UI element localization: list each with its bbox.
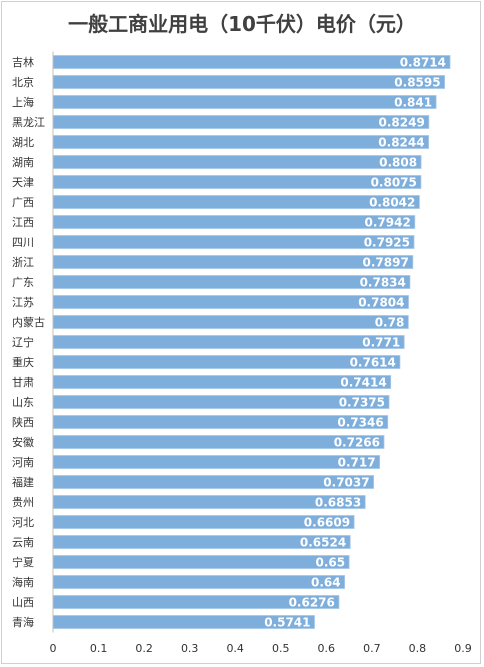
- bar: [52, 335, 405, 349]
- x-tick-label: 0.1: [90, 642, 108, 655]
- value-label: 0.717: [338, 456, 376, 470]
- value-label: 0.8075: [371, 176, 417, 190]
- category-labels: 吉林北京上海黑龙江湖北湖南天津广西江西四川浙江广东江苏内蒙古辽宁重庆甘肃山东陕西…: [12, 55, 45, 629]
- x-tick-label: 0: [50, 642, 57, 655]
- x-tick-label: 0.6: [318, 642, 336, 655]
- bar: [52, 135, 430, 149]
- value-label: 0.808: [379, 156, 417, 170]
- value-label: 0.8249: [378, 116, 424, 130]
- bar: [52, 175, 422, 189]
- category-label: 湖南: [12, 156, 34, 169]
- value-label: 0.7414: [340, 376, 386, 390]
- bar: [52, 315, 409, 329]
- value-label: 0.7804: [358, 296, 404, 310]
- bar: [52, 355, 401, 369]
- value-label: 0.78: [375, 316, 405, 330]
- category-label: 内蒙古: [12, 315, 45, 329]
- value-label: 0.7897: [362, 256, 408, 270]
- category-label: 甘肃: [12, 376, 34, 389]
- category-label: 北京: [12, 75, 34, 89]
- bar: [52, 275, 411, 289]
- x-tick-label: 0.7: [363, 642, 381, 655]
- category-label: 重庆: [12, 355, 34, 369]
- bar: [52, 455, 381, 469]
- category-label: 贵州: [12, 496, 34, 509]
- value-label: 0.8595: [394, 76, 440, 90]
- value-label: 0.7925: [364, 236, 410, 250]
- value-label: 0.65: [315, 556, 345, 570]
- chart-title: 一般工商业用电（10千伏）电价（元）: [68, 12, 416, 36]
- category-label: 河南: [12, 456, 34, 469]
- category-label: 湖北: [12, 136, 34, 149]
- bar: [52, 155, 422, 169]
- value-label: 0.7266: [334, 436, 380, 450]
- value-label: 0.5741: [264, 616, 310, 630]
- category-label: 上海: [12, 95, 34, 109]
- category-label: 广西: [12, 196, 34, 209]
- category-label: 浙江: [12, 256, 34, 269]
- category-label: 广东: [12, 276, 34, 289]
- x-tick-label: 0.8: [409, 642, 427, 655]
- category-label: 天津: [12, 176, 34, 189]
- x-tick-label: 0.5: [272, 642, 290, 655]
- x-axis: 0 0.1 0.2 0.3 0.4 0.5 0.6 0.7 0.8 0.9: [50, 51, 472, 655]
- value-label: 0.7834: [360, 276, 406, 290]
- x-tick-label: 0.9: [454, 642, 472, 655]
- category-label: 山西: [12, 596, 34, 609]
- category-label: 山东: [12, 396, 34, 409]
- bar: [52, 295, 409, 309]
- value-label: 0.7346: [337, 416, 383, 430]
- x-tick-label: 0.4: [226, 642, 244, 655]
- category-label: 青海: [12, 615, 34, 629]
- value-label: 0.841: [394, 96, 432, 110]
- value-label: 0.771: [362, 336, 400, 350]
- category-label: 江苏: [12, 296, 34, 309]
- category-label: 福建: [12, 475, 34, 489]
- x-tick-label: 0.3: [181, 642, 199, 655]
- bar: [52, 55, 451, 69]
- value-label: 0.64: [311, 576, 341, 590]
- value-label: 0.7375: [339, 396, 385, 410]
- bar: [52, 575, 346, 589]
- bar: [52, 75, 446, 89]
- value-label: 0.8244: [378, 136, 424, 150]
- value-label: 0.6524: [300, 536, 346, 550]
- bar: [52, 115, 430, 129]
- category-label: 四川: [12, 236, 34, 249]
- bar: [52, 255, 414, 269]
- bars: [52, 55, 451, 629]
- category-label: 安徽: [12, 435, 34, 449]
- value-label: 0.6853: [315, 496, 361, 510]
- value-labels: 0.8714 0.8595 0.841 0.8249 0.8244 0.808 0.8075…: [264, 56, 446, 630]
- category-label: 江西: [12, 216, 34, 229]
- value-label: 0.7037: [323, 476, 369, 490]
- value-label: 0.8042: [369, 196, 415, 210]
- x-tick-label: 0.2: [135, 642, 153, 655]
- bar: [52, 95, 437, 109]
- value-label: 0.6276: [289, 596, 335, 610]
- category-label: 辽宁: [12, 335, 34, 349]
- category-label: 陕西: [12, 415, 34, 429]
- category-label: 吉林: [12, 55, 34, 69]
- value-label: 0.8714: [400, 56, 446, 70]
- value-label: 0.7942: [364, 216, 410, 230]
- category-label: 海南: [12, 575, 34, 589]
- bar: [52, 215, 416, 229]
- bar: [52, 195, 420, 209]
- value-label: 0.7614: [350, 356, 396, 370]
- category-label: 河北: [12, 516, 34, 529]
- category-label: 黑龙江: [12, 116, 45, 129]
- value-label: 0.6609: [304, 516, 350, 530]
- category-label: 宁夏: [12, 555, 34, 569]
- bar: [52, 235, 415, 249]
- bar: [52, 555, 350, 569]
- category-label: 云南: [12, 536, 34, 549]
